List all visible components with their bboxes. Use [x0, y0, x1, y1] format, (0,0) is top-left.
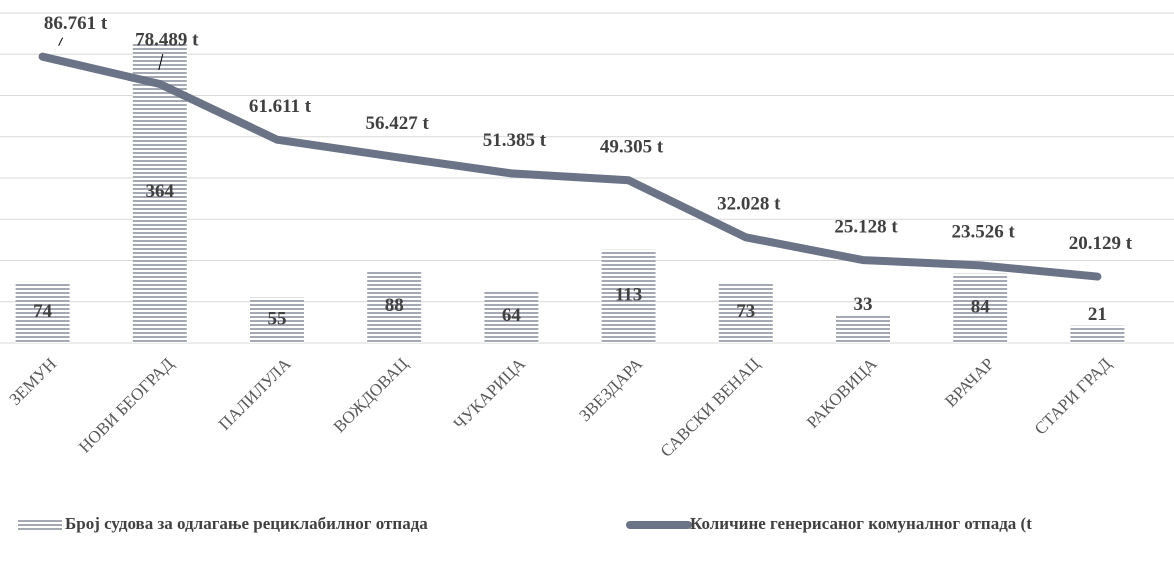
- legend-swatch: [18, 519, 62, 531]
- legend-label: Количине генерисаног комуналног отпада (…: [690, 514, 1032, 533]
- bar-value-label: 55: [268, 309, 287, 330]
- bar-value-label: 73: [736, 301, 755, 322]
- bar-value-label: 74: [33, 301, 53, 322]
- bar: [836, 315, 890, 343]
- x-tick-label: ЗЕМУН: [6, 354, 61, 409]
- line-value-label: 56.427 t: [366, 113, 430, 134]
- x-tick-label: ВРАЧАР: [941, 354, 998, 411]
- leader-line: [158, 53, 164, 71]
- bar-value-label: 84: [971, 297, 991, 318]
- x-tick-label: ЧУКАРИЦА: [450, 354, 530, 434]
- bar: [367, 270, 422, 343]
- bar: [718, 282, 773, 343]
- line: [38, 52, 1102, 281]
- bar-value-label: 88: [385, 295, 404, 316]
- x-tick-label: НОВИ БЕОГРАД: [75, 354, 178, 457]
- line-value-label: 78.489 t: [135, 29, 199, 50]
- x-tick-label: САВСКИ ВЕНАЦ: [657, 354, 764, 461]
- line-value-label: 86.761 t: [44, 13, 108, 34]
- line-value-label: 49.305 t: [600, 137, 664, 158]
- x-tick-label: РАКОВИЦА: [803, 354, 881, 432]
- bar-value-label: 21: [1088, 304, 1107, 325]
- bar: [15, 281, 70, 343]
- bar: [953, 273, 1008, 343]
- line-value-label: 61.611 t: [249, 96, 312, 117]
- bar: [484, 290, 539, 343]
- bar: [250, 297, 304, 343]
- line-value-label: 23.526 t: [952, 222, 1016, 243]
- x-tick-label: СТАРИ ГРАД: [1031, 354, 1116, 439]
- x-tick-label: ПАЛИЛУЛА: [215, 354, 295, 434]
- bar-value-label: 33: [854, 294, 873, 315]
- x-tick-label: ЗВЕЗДАРА: [575, 354, 646, 425]
- line-value-label: 25.128 t: [834, 216, 898, 237]
- x-tick-label: ВОЖДОВАЦ: [330, 354, 412, 436]
- bar-value-label: 113: [615, 285, 642, 306]
- bar: [601, 249, 656, 343]
- bar: [1070, 325, 1125, 343]
- line-value-label: 20.129 t: [1069, 233, 1133, 254]
- bar-value-label: 64: [502, 305, 522, 326]
- leader-line: [58, 37, 64, 46]
- bar-value-label: 364: [146, 181, 175, 202]
- line-value-label: 32.028 t: [717, 194, 781, 215]
- legend-label: Број судова за одлагање рециклабилног от…: [65, 514, 428, 533]
- line-value-label: 51.385 t: [483, 130, 547, 151]
